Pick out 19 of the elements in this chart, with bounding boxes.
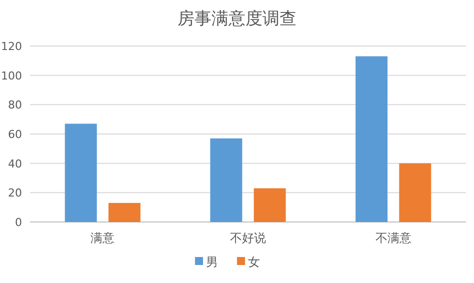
y-tick-label: 100 (1, 69, 22, 82)
bar (108, 202, 140, 222)
x-tick-label: 不好说 (230, 231, 266, 245)
y-tick-label: 60 (8, 128, 22, 141)
bar (210, 138, 242, 222)
y-tick-label: 40 (8, 157, 22, 170)
y-tick-label: 120 (1, 40, 22, 53)
bar (356, 56, 388, 222)
legend-label: 女 (248, 255, 260, 269)
legend-label: 男 (206, 255, 218, 269)
chart-title: 房事满意度调查 (178, 9, 296, 29)
bar (254, 188, 286, 222)
bar (64, 124, 97, 222)
x-tick-label: 不满意 (375, 231, 412, 245)
y-tick-label: 20 (8, 186, 22, 200)
y-tick-label: 80 (8, 98, 22, 112)
bar (399, 163, 432, 222)
x-tick-label: 满意 (90, 231, 115, 245)
y-tick-label: 0 (15, 216, 22, 229)
